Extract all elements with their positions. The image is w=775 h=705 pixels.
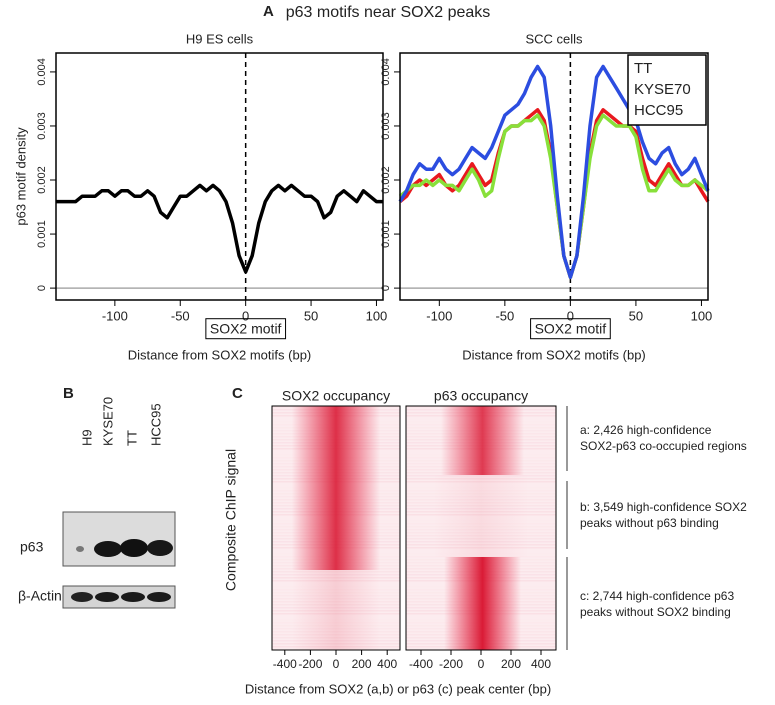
x-tick-label: -100: [102, 308, 128, 323]
x-axis-label: Distance from SOX2 motifs (bp): [128, 347, 312, 362]
x-tick-label: 100: [366, 308, 388, 323]
band: [121, 592, 145, 602]
x-tick-label: -50: [495, 308, 514, 323]
y-tick-label: 0: [36, 285, 48, 291]
heatmap-band: [291, 570, 381, 650]
group-label: a: 2,426 high-confidence: [580, 423, 712, 437]
y-tick-label: 0.003: [36, 112, 48, 140]
x-tick-label: -100: [426, 308, 452, 323]
y-tick-label: 0: [380, 285, 392, 291]
heatmap-title: SOX2 occupancy: [282, 388, 390, 404]
line-series: [398, 64, 710, 280]
group-label: c: 2,744 high-confidence p63: [580, 589, 734, 603]
heatmap-band: [441, 406, 524, 475]
legend-label: TT: [634, 60, 652, 77]
x-tick-label: -400: [273, 657, 297, 671]
y-tick-label: 0.004: [380, 58, 392, 86]
legend-box: [627, 54, 707, 126]
panel-label: C: [232, 385, 243, 402]
y-axis-label: p63 motif density: [13, 127, 28, 226]
row-label: p63: [20, 539, 44, 555]
y-axis-label: Composite ChIP signal: [223, 449, 239, 591]
y-tick-label: 0.001: [36, 220, 48, 248]
annotation: SOX2 motif: [535, 321, 607, 337]
band: [94, 541, 122, 557]
x-tick-label: 0: [567, 308, 574, 323]
band: [76, 546, 84, 552]
band: [95, 592, 119, 602]
figure-title: p63 motifs near SOX2 peaks: [286, 4, 491, 21]
x-tick-label: 100: [691, 308, 713, 323]
lane-label: HCC95: [148, 403, 163, 446]
heatmap-band: [291, 406, 381, 570]
x-tick-label: -200: [298, 657, 322, 671]
panel-label: A: [263, 3, 274, 20]
x-tick-label: 200: [352, 657, 372, 671]
y-tick-label: 0.002: [380, 166, 392, 194]
band: [147, 592, 171, 602]
annotation-box: [205, 318, 287, 340]
legend-label: HCC95: [634, 102, 683, 119]
x-tick-label: -200: [439, 657, 463, 671]
panel-label: B: [63, 385, 74, 402]
line-series: [56, 183, 383, 274]
lane-label: KYSE70: [100, 397, 115, 446]
heatmap-title: p63 occupancy: [434, 388, 528, 404]
y-tick-label: 0.003: [380, 112, 392, 140]
x-tick-label: 0: [242, 308, 249, 323]
group-label: b: 3,549 high-confidence SOX2: [580, 500, 747, 514]
plot-frame: [55, 52, 384, 301]
x-axis-label: Distance from SOX2 (a,b) or p63 (c) peak…: [245, 681, 551, 696]
heatmap-band: [444, 557, 521, 650]
x-tick-label: 400: [531, 657, 551, 671]
group-label: peaks without SOX2 binding: [580, 605, 731, 619]
group-label: SOX2-p63 co-occupied regions: [580, 439, 747, 453]
x-tick-label: -400: [409, 657, 433, 671]
line-series: [398, 113, 710, 280]
y-tick-label: 0.002: [36, 166, 48, 194]
plot-frame: [399, 52, 709, 301]
x-tick-label: 0: [478, 657, 485, 671]
y-tick-label: 0.004: [36, 58, 48, 86]
x-axis-label: Distance from SOX2 motifs (bp): [462, 347, 646, 362]
legend-label: KYSE70: [634, 81, 691, 98]
heatmap-band: [433, 475, 529, 557]
band: [147, 540, 173, 556]
y-tick-label: 0.001: [380, 220, 392, 248]
chart-title: H9 ES cells: [186, 31, 254, 46]
band: [120, 539, 148, 557]
lane-label: H9: [79, 429, 94, 446]
chart-title: SCC cells: [525, 31, 583, 46]
x-tick-label: -50: [171, 308, 190, 323]
x-tick-label: 50: [629, 308, 643, 323]
band: [71, 592, 93, 602]
x-tick-label: 200: [501, 657, 521, 671]
annotation: SOX2 motif: [210, 321, 282, 337]
blot-strip: [62, 511, 176, 567]
x-tick-label: 0: [333, 657, 340, 671]
lane-label: TT: [124, 430, 139, 446]
x-tick-label: 400: [377, 657, 397, 671]
annotation-box: [530, 318, 611, 340]
row-label: β-Actin: [18, 588, 62, 604]
x-tick-label: 50: [304, 308, 318, 323]
group-label: peaks without p63 binding: [580, 516, 719, 530]
